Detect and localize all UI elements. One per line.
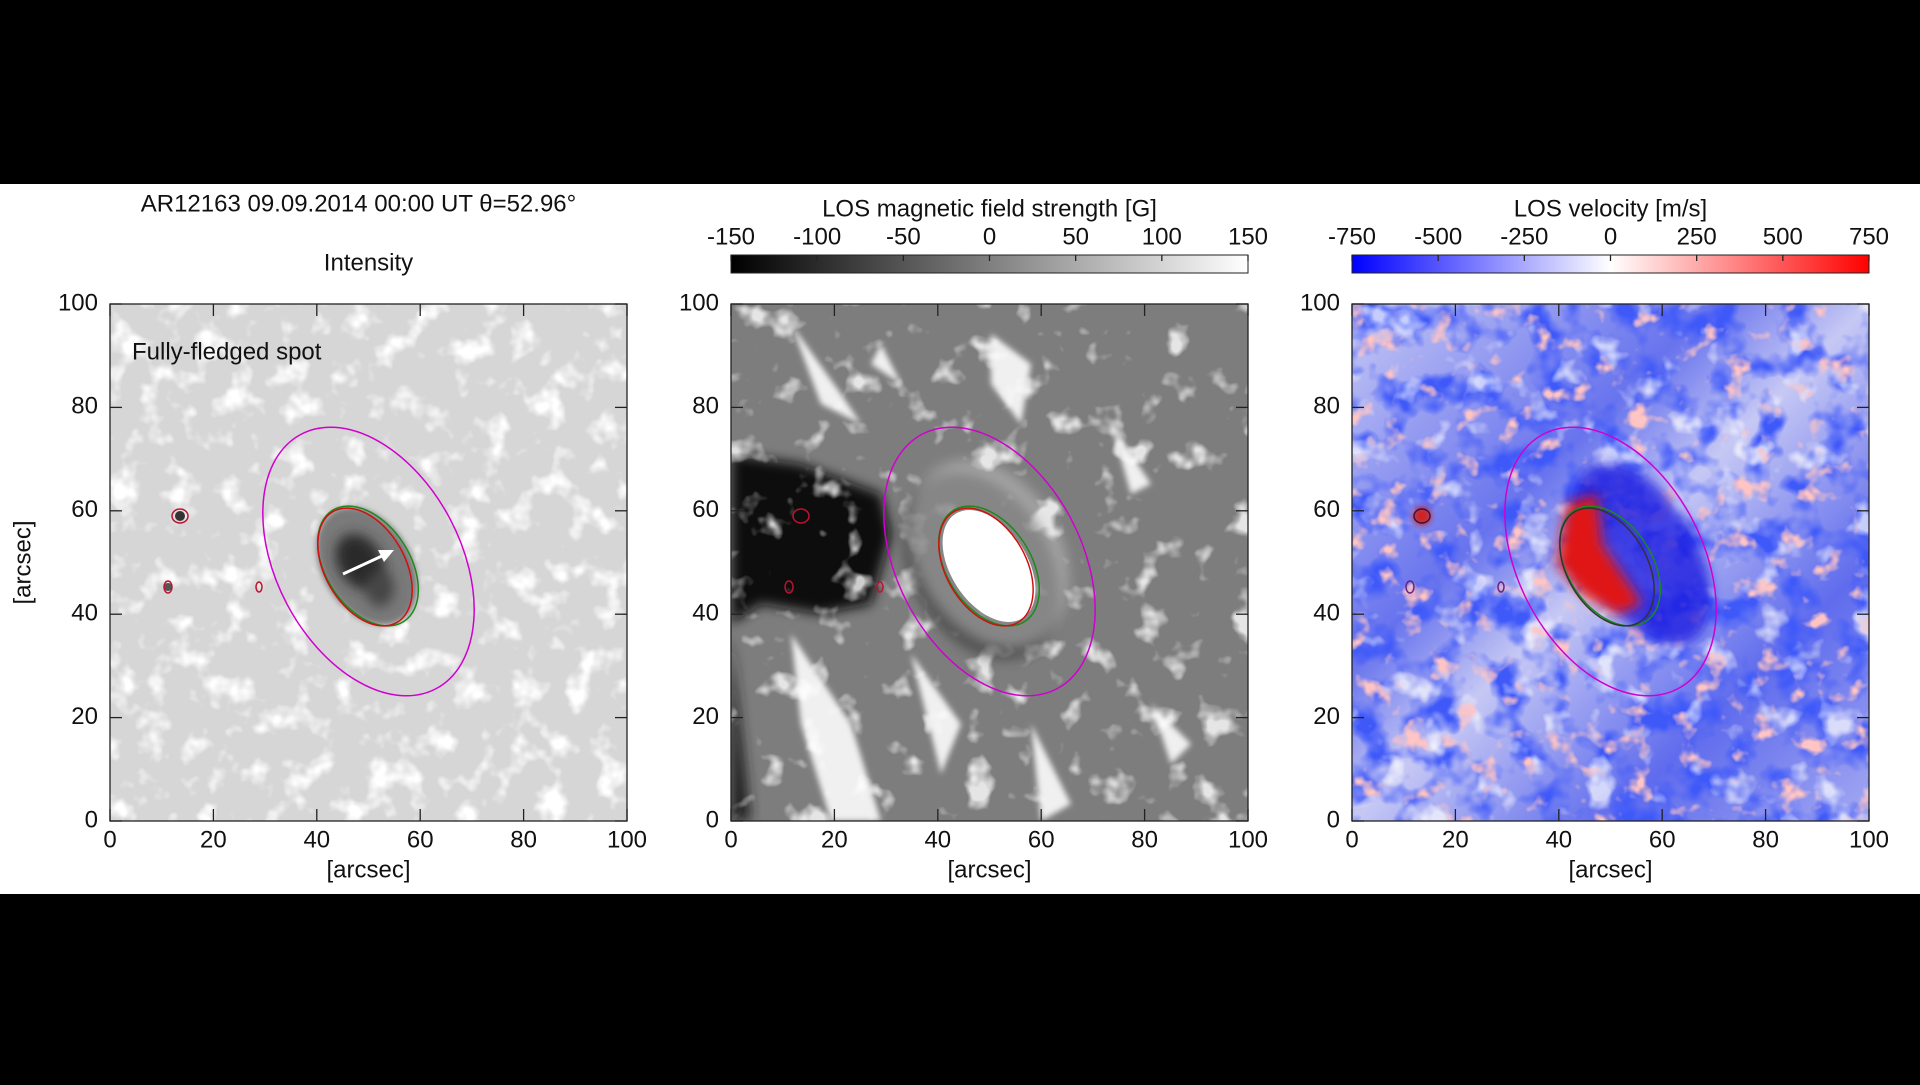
x-tick-label: 20: [1442, 826, 1469, 853]
y-tick-label: 0: [706, 806, 719, 833]
y-tick-label: 0: [1327, 806, 1340, 833]
arrow-head: [378, 550, 394, 562]
colorbar-tick-label: 150: [1228, 223, 1268, 250]
colorbar-tick-label: 250: [1677, 223, 1717, 250]
y-tick-label: 40: [71, 600, 98, 627]
x-tick-label: 60: [407, 826, 434, 853]
y-tick-label: 20: [692, 703, 719, 730]
x-tick-label: 20: [821, 826, 848, 853]
x-tick-label: 100: [1228, 826, 1268, 853]
y-tick-label: 20: [1313, 703, 1340, 730]
y-tick-label: 100: [679, 289, 719, 316]
y-tick-label: 80: [1313, 393, 1340, 420]
x-tick-label: 80: [1131, 826, 1158, 853]
colorbar-label: LOS magnetic field strength [G]: [822, 195, 1157, 222]
contour-small: [255, 581, 263, 593]
colorbar-label: LOS velocity [m/s]: [1514, 195, 1707, 222]
y-tick-label: 60: [71, 496, 98, 523]
y-tick-label: 0: [85, 806, 98, 833]
colorbar-tick-label: 750: [1849, 223, 1889, 250]
contour-small: [1405, 580, 1415, 594]
x-axis-label: [arcsec]: [1568, 856, 1652, 883]
contour-red: [938, 507, 1034, 627]
x-tick-label: 60: [1649, 826, 1676, 853]
colorbar-tick-label: 500: [1763, 223, 1803, 250]
contour-red: [317, 507, 413, 627]
colorbar-tick-label: -50: [886, 223, 921, 250]
plot-frame: [109, 303, 628, 822]
colorbar-tick-label: 50: [1062, 223, 1089, 250]
x-tick-label: 0: [103, 826, 116, 853]
contour-ellipse: [883, 426, 1096, 697]
x-tick-label: 40: [1545, 826, 1572, 853]
contour-green: [1558, 505, 1662, 627]
contour-green: [316, 505, 420, 627]
magnetic-panel: 0 20 40 60 80 100 0 20 40 60 80 100 [arcsec] -150 -100…: [679, 195, 1268, 883]
colorbar-tick-label: -500: [1414, 223, 1462, 250]
velocity-image: [1352, 304, 1869, 821]
contour-dark: [1559, 507, 1655, 627]
contour-green: [937, 505, 1041, 627]
x-tick-label: 60: [1028, 826, 1055, 853]
x-tick-label: 100: [1849, 826, 1889, 853]
colorbar-tick-label: -150: [707, 223, 755, 250]
title: AR12163 09.09.2014 00:00 UT θ=52.96°: [141, 190, 577, 217]
subtitle: Intensity: [324, 249, 413, 276]
x-tick-label: 80: [510, 826, 537, 853]
velocity-panel: 0 20 40 60 80 100 0 20 40 60 80 100 [arcsec] -750 -500…: [1300, 195, 1889, 883]
x-tick-label: 80: [1752, 826, 1779, 853]
plot-frame: [730, 303, 1249, 822]
x-axis-label: [arcsec]: [326, 856, 410, 883]
colorbar-tick-label: 100: [1142, 223, 1182, 250]
contour-small: [876, 581, 884, 593]
x-tick-label: 100: [607, 826, 647, 853]
intensity-panel: 0 20 40 60 80 100 0 20 40 60 80 100 [arcsec] [arcsec]…: [9, 190, 647, 883]
y-tick-label: 40: [1313, 600, 1340, 627]
x-tick-label: 0: [724, 826, 737, 853]
x-tick-label: 0: [1345, 826, 1358, 853]
y-tick-label: 60: [692, 496, 719, 523]
y-tick-label: 20: [71, 703, 98, 730]
contour-small: [792, 508, 810, 524]
colorbar-tick-label: -100: [793, 223, 841, 250]
colorbar-tick-label: 0: [983, 223, 996, 250]
contour-small: [784, 580, 794, 594]
contour-small: [1413, 508, 1431, 524]
x-tick-label: 40: [303, 826, 330, 853]
y-tick-label: 60: [1313, 496, 1340, 523]
y-tick-label: 80: [692, 393, 719, 420]
colorbar-tick-label: -250: [1500, 223, 1548, 250]
contour-small: [171, 508, 189, 524]
colorbar-tick-label: -750: [1328, 223, 1376, 250]
y-tick-label: 100: [1300, 289, 1340, 316]
y-tick-label: 40: [692, 600, 719, 627]
x-axis-label: [arcsec]: [947, 856, 1031, 883]
contour-ellipse: [262, 426, 475, 697]
y-tick-label: 80: [71, 393, 98, 420]
colorbar-tick-label: 0: [1604, 223, 1617, 250]
x-tick-label: 20: [200, 826, 227, 853]
y-tick-label: 100: [58, 289, 98, 316]
arrow: [342, 554, 383, 576]
contour-small: [163, 580, 173, 594]
y-axis-label: [arcsec]: [9, 520, 36, 604]
plot-frame: [1351, 303, 1870, 822]
contour-ellipse: [1504, 426, 1717, 697]
contour-small: [1497, 581, 1505, 593]
magnetic-image: [731, 304, 1248, 821]
x-tick-label: 40: [924, 826, 951, 853]
annotation: Fully-fledged spot: [132, 338, 322, 365]
